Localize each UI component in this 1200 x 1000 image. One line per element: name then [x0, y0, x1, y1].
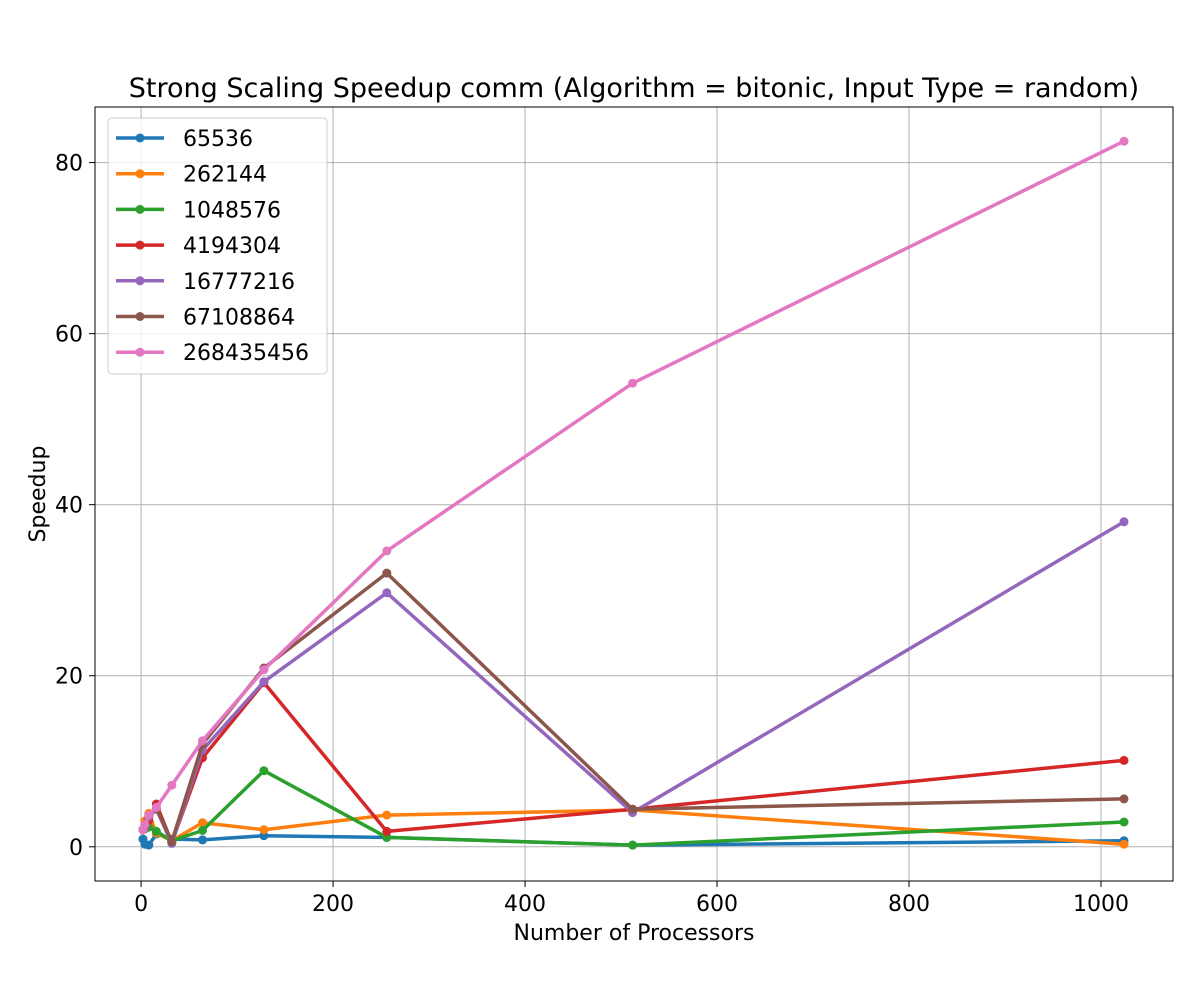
data-point — [1119, 817, 1129, 827]
legend-label: 65536 — [183, 127, 253, 152]
legend: 65536 262144 1048576 4194304 16777216 6710886… — [107, 117, 328, 375]
y-tick-label: 40 — [55, 494, 83, 519]
legend-item: 262144 — [116, 163, 267, 188]
data-point — [382, 810, 392, 820]
y-axis-label: Speedup — [26, 446, 51, 543]
legend-item: 1048576 — [116, 198, 281, 223]
x-axis-label: Number of Processors — [514, 921, 755, 946]
chart-title: Strong Scaling Speedup comm (Algorithm =… — [129, 73, 1139, 104]
data-point — [140, 820, 150, 830]
data-point — [167, 837, 177, 847]
x-tick-label: 1000 — [1073, 892, 1129, 917]
plot-frame — [94, 106, 1174, 882]
data-point — [198, 826, 207, 835]
data-point — [259, 766, 269, 776]
data-point — [1119, 136, 1129, 146]
legend-label: 4194304 — [183, 234, 281, 259]
legend-marker — [135, 169, 145, 179]
x-axis-ticks: 0 200 400 600 800 1000 — [134, 881, 1129, 917]
data-point — [628, 804, 638, 814]
legend-item: 65536 — [116, 127, 253, 152]
data-point — [144, 810, 154, 820]
legend-marker — [135, 347, 145, 357]
legend-label: 268435456 — [183, 341, 309, 366]
data-point — [382, 546, 392, 556]
x-tick-label: 400 — [504, 892, 546, 917]
legend-label: 16777216 — [183, 270, 295, 295]
series-lines — [138, 136, 1129, 850]
data-point — [382, 826, 392, 836]
series-268435456 — [138, 136, 1129, 835]
legend-label: 67108864 — [183, 306, 295, 331]
legend-label: 262144 — [183, 163, 267, 188]
data-point — [259, 677, 269, 687]
legend-marker — [135, 312, 145, 321]
y-tick-label: 60 — [55, 323, 83, 348]
legend-item: 268435456 — [116, 341, 309, 366]
y-tick-label: 20 — [55, 665, 83, 690]
y-axis-ticks: 0 20 40 60 80 — [55, 152, 95, 861]
y-tick-label: 0 — [69, 836, 83, 861]
y-tick-label: 80 — [55, 152, 83, 177]
legend-marker — [135, 133, 145, 143]
legend-marker — [135, 240, 145, 250]
legend-marker — [135, 276, 145, 286]
data-point — [151, 802, 161, 812]
x-tick-label: 0 — [134, 892, 148, 917]
data-point — [628, 378, 638, 388]
x-tick-label: 200 — [312, 892, 354, 917]
data-point — [1119, 839, 1129, 849]
data-point — [198, 736, 207, 746]
data-point — [628, 840, 638, 850]
legend-item: 67108864 — [116, 306, 295, 331]
legend-label: 1048576 — [183, 198, 281, 223]
data-point — [1119, 794, 1129, 804]
data-point — [151, 826, 161, 836]
data-point — [259, 665, 269, 675]
x-tick-label: 800 — [888, 892, 930, 917]
legend-item: 16777216 — [116, 270, 295, 295]
data-point — [144, 840, 154, 850]
data-point — [382, 588, 392, 598]
data-point — [382, 568, 392, 578]
legend-marker — [135, 204, 145, 214]
legend-item: 4194304 — [116, 234, 281, 259]
data-point — [167, 780, 177, 790]
series-line — [141, 139, 1126, 832]
legend-box — [107, 117, 328, 375]
data-point — [1119, 517, 1129, 527]
data-point — [1119, 755, 1129, 765]
data-point — [259, 825, 269, 835]
data-point — [198, 835, 207, 845]
x-tick-label: 600 — [696, 892, 738, 917]
data-point — [198, 818, 207, 828]
